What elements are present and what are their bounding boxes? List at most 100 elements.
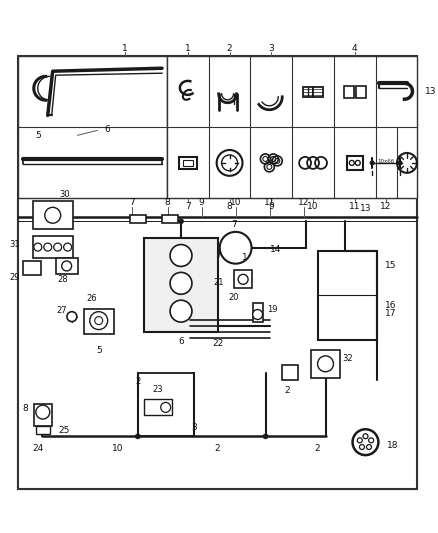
Text: 24: 24 <box>32 444 43 453</box>
Circle shape <box>67 312 77 321</box>
Bar <box>138 373 194 437</box>
Text: 10: 10 <box>230 198 241 207</box>
Bar <box>144 399 172 415</box>
Circle shape <box>161 402 171 413</box>
Text: 32: 32 <box>342 354 353 364</box>
Text: 30: 30 <box>59 190 70 199</box>
Text: 17: 17 <box>385 309 396 318</box>
Circle shape <box>44 243 52 251</box>
Circle shape <box>95 317 102 325</box>
Circle shape <box>45 207 61 223</box>
Text: 8: 8 <box>22 403 28 413</box>
Circle shape <box>64 243 71 251</box>
Circle shape <box>170 300 192 322</box>
Text: 2: 2 <box>135 377 140 386</box>
Bar <box>183 160 193 166</box>
Bar <box>33 236 73 258</box>
Text: 3: 3 <box>268 44 274 53</box>
Text: 1: 1 <box>242 253 248 262</box>
Text: 11: 11 <box>264 198 276 207</box>
Text: 25: 25 <box>58 426 69 435</box>
Bar <box>84 309 113 334</box>
Bar <box>179 157 197 169</box>
Circle shape <box>170 272 192 294</box>
Circle shape <box>62 261 71 271</box>
Circle shape <box>135 434 140 439</box>
Text: 6: 6 <box>178 337 184 346</box>
Bar <box>303 87 313 97</box>
Circle shape <box>179 219 184 224</box>
Bar <box>167 56 417 198</box>
Circle shape <box>363 434 368 439</box>
Bar <box>253 303 262 322</box>
Text: 11: 11 <box>349 202 360 211</box>
Bar <box>344 86 354 98</box>
Bar <box>33 201 73 229</box>
Bar <box>23 261 41 275</box>
Circle shape <box>353 429 378 455</box>
Bar <box>313 87 323 97</box>
Text: 1: 1 <box>185 44 191 53</box>
Circle shape <box>360 445 364 449</box>
Bar <box>130 215 146 223</box>
Text: 28: 28 <box>57 276 68 285</box>
Bar <box>234 270 252 288</box>
Bar <box>18 56 167 198</box>
Circle shape <box>398 161 402 165</box>
Text: 26: 26 <box>86 294 97 303</box>
Circle shape <box>369 438 374 443</box>
Bar <box>36 426 50 434</box>
Text: 2: 2 <box>285 386 290 395</box>
Circle shape <box>318 356 333 372</box>
Text: 27: 27 <box>57 306 67 315</box>
Bar <box>162 215 178 223</box>
Text: 2: 2 <box>215 444 220 453</box>
Text: 16: 16 <box>385 301 396 310</box>
Text: 18: 18 <box>387 441 399 450</box>
Circle shape <box>220 232 251 264</box>
Bar <box>311 350 340 378</box>
Text: 7: 7 <box>185 202 191 211</box>
Text: 5: 5 <box>96 346 102 355</box>
Circle shape <box>54 243 62 251</box>
Text: 31: 31 <box>9 240 20 248</box>
Circle shape <box>170 245 192 266</box>
Bar <box>56 258 78 274</box>
Bar <box>356 86 366 98</box>
Text: 22: 22 <box>212 339 223 348</box>
Text: 10: 10 <box>112 444 124 453</box>
Bar <box>34 404 52 426</box>
Bar <box>318 251 377 340</box>
Circle shape <box>34 243 42 251</box>
Text: 10: 10 <box>307 202 319 211</box>
Text: 7: 7 <box>129 198 134 207</box>
Text: 21: 21 <box>213 278 224 287</box>
Text: 12: 12 <box>298 198 309 207</box>
Text: 10x66: 10x66 <box>378 159 395 164</box>
Circle shape <box>90 312 108 329</box>
Circle shape <box>36 405 50 419</box>
Text: 8: 8 <box>165 198 170 207</box>
Bar <box>144 238 218 332</box>
Text: 2: 2 <box>315 444 320 453</box>
Text: 15: 15 <box>385 261 396 270</box>
Circle shape <box>238 274 248 284</box>
Bar <box>18 56 417 489</box>
Text: 9: 9 <box>268 202 274 211</box>
Text: 12: 12 <box>381 202 392 211</box>
Text: 9: 9 <box>199 198 205 207</box>
Circle shape <box>253 310 262 319</box>
Bar <box>18 198 417 489</box>
Text: 13: 13 <box>425 87 437 96</box>
Text: 13: 13 <box>360 204 371 213</box>
Text: 20: 20 <box>228 293 239 302</box>
Text: 19: 19 <box>267 305 278 314</box>
Circle shape <box>357 438 362 443</box>
Text: 5: 5 <box>36 131 42 140</box>
Text: 7: 7 <box>231 221 237 229</box>
Text: 3: 3 <box>191 423 197 432</box>
Bar <box>282 365 297 381</box>
Text: 6: 6 <box>104 125 110 134</box>
Circle shape <box>370 161 374 165</box>
Text: 29: 29 <box>10 273 20 282</box>
